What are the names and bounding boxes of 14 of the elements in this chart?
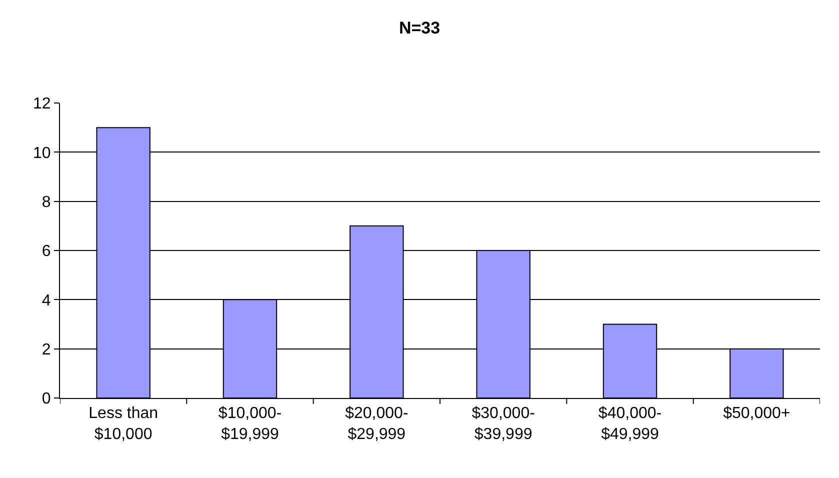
x-tick-label: $30,000- $39,999 <box>472 405 535 443</box>
x-tick-label: $50,000+ <box>723 405 790 422</box>
y-tick-label: 8 <box>42 194 51 211</box>
y-tick-label: 6 <box>42 243 51 260</box>
x-tick-label: $40,000- $49,999 <box>598 405 662 443</box>
chart-title: N=33 <box>398 18 440 38</box>
x-tick-label: Less than $10,000 <box>88 405 158 443</box>
y-tick-label: 12 <box>33 96 51 113</box>
y-tick-label: 10 <box>33 144 51 162</box>
y-tick-label: 0 <box>42 390 51 408</box>
x-tick-label: $20,000- $29,999 <box>345 405 408 443</box>
y-tick-label: 4 <box>42 292 51 310</box>
x-tick-label: $10,000- $19,999 <box>218 405 282 443</box>
y-tick-label: 2 <box>42 341 51 358</box>
